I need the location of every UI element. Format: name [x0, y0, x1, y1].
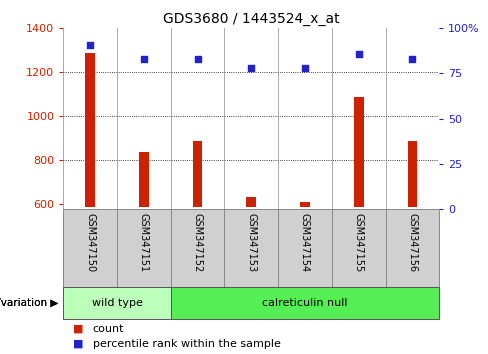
Point — [301, 65, 309, 71]
Point — [408, 56, 416, 62]
Bar — [354, 97, 364, 207]
Point — [194, 56, 202, 62]
Bar — [171, 209, 224, 287]
Bar — [407, 141, 417, 207]
Text: genotype/variation ▶: genotype/variation ▶ — [0, 298, 59, 308]
Text: GSM347153: GSM347153 — [246, 213, 256, 272]
Point — [355, 51, 363, 56]
Point — [140, 56, 148, 62]
Point — [86, 42, 94, 47]
Bar — [139, 152, 149, 207]
Text: genotype/variation ▶: genotype/variation ▶ — [0, 298, 59, 308]
Text: ■: ■ — [73, 324, 84, 333]
Bar — [386, 209, 439, 287]
Bar — [63, 209, 117, 287]
Bar — [117, 209, 171, 287]
Text: percentile rank within the sample: percentile rank within the sample — [93, 339, 281, 349]
Text: calreticulin null: calreticulin null — [262, 298, 348, 308]
Point — [247, 65, 255, 71]
Text: GSM347150: GSM347150 — [85, 213, 95, 272]
Bar — [85, 52, 95, 207]
Bar — [300, 202, 310, 207]
Bar — [246, 197, 256, 207]
Text: wild type: wild type — [92, 298, 142, 308]
Text: GSM347154: GSM347154 — [300, 213, 310, 272]
Text: count: count — [93, 324, 124, 333]
Bar — [193, 141, 203, 207]
Bar — [278, 209, 332, 287]
Text: ■: ■ — [73, 339, 84, 349]
Text: GSM347155: GSM347155 — [354, 213, 364, 272]
Text: GSM347156: GSM347156 — [407, 213, 417, 272]
Bar — [332, 209, 386, 287]
Title: GDS3680 / 1443524_x_at: GDS3680 / 1443524_x_at — [163, 12, 340, 26]
Text: GSM347151: GSM347151 — [139, 213, 149, 272]
Text: GSM347152: GSM347152 — [193, 213, 203, 272]
Bar — [224, 209, 278, 287]
